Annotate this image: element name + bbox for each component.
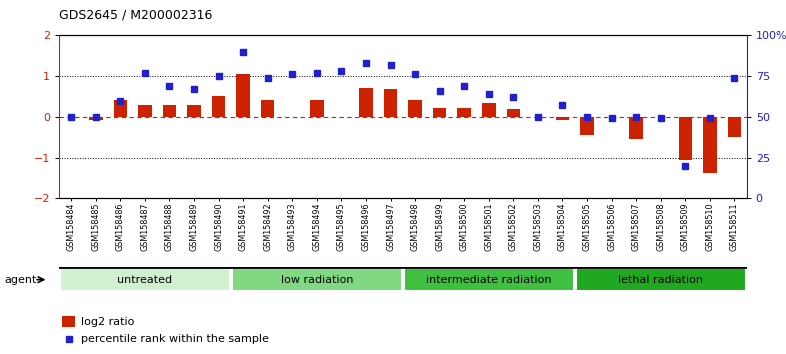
FancyBboxPatch shape	[575, 268, 746, 291]
Text: agent: agent	[5, 275, 37, 285]
Bar	[678, 117, 692, 160]
Bar	[187, 105, 200, 117]
Text: intermediate radiation: intermediate radiation	[426, 275, 552, 285]
Bar	[580, 117, 593, 135]
Bar	[409, 100, 422, 117]
Bar	[433, 108, 446, 117]
Bar	[114, 100, 127, 117]
Bar	[703, 117, 717, 173]
Text: log2 ratio: log2 ratio	[81, 317, 134, 327]
Bar	[507, 109, 520, 117]
Text: low radiation: low radiation	[281, 275, 353, 285]
Bar	[482, 103, 495, 117]
FancyBboxPatch shape	[232, 268, 402, 291]
Bar	[89, 117, 102, 120]
Bar	[556, 117, 569, 120]
Text: untreated: untreated	[117, 275, 172, 285]
Bar	[384, 89, 397, 117]
Bar	[630, 117, 643, 139]
Bar	[359, 87, 373, 117]
Text: percentile rank within the sample: percentile rank within the sample	[81, 334, 269, 344]
Bar	[212, 96, 226, 117]
Text: GDS2645 / M200002316: GDS2645 / M200002316	[59, 9, 212, 22]
Bar	[62, 316, 75, 327]
Bar	[728, 117, 741, 137]
FancyBboxPatch shape	[60, 268, 230, 291]
Bar	[261, 100, 274, 117]
Bar	[138, 105, 152, 117]
Text: lethal radiation: lethal radiation	[619, 275, 703, 285]
FancyBboxPatch shape	[404, 268, 574, 291]
Bar	[310, 100, 324, 117]
Bar	[163, 105, 176, 117]
Bar	[237, 74, 250, 117]
Bar	[457, 108, 471, 117]
